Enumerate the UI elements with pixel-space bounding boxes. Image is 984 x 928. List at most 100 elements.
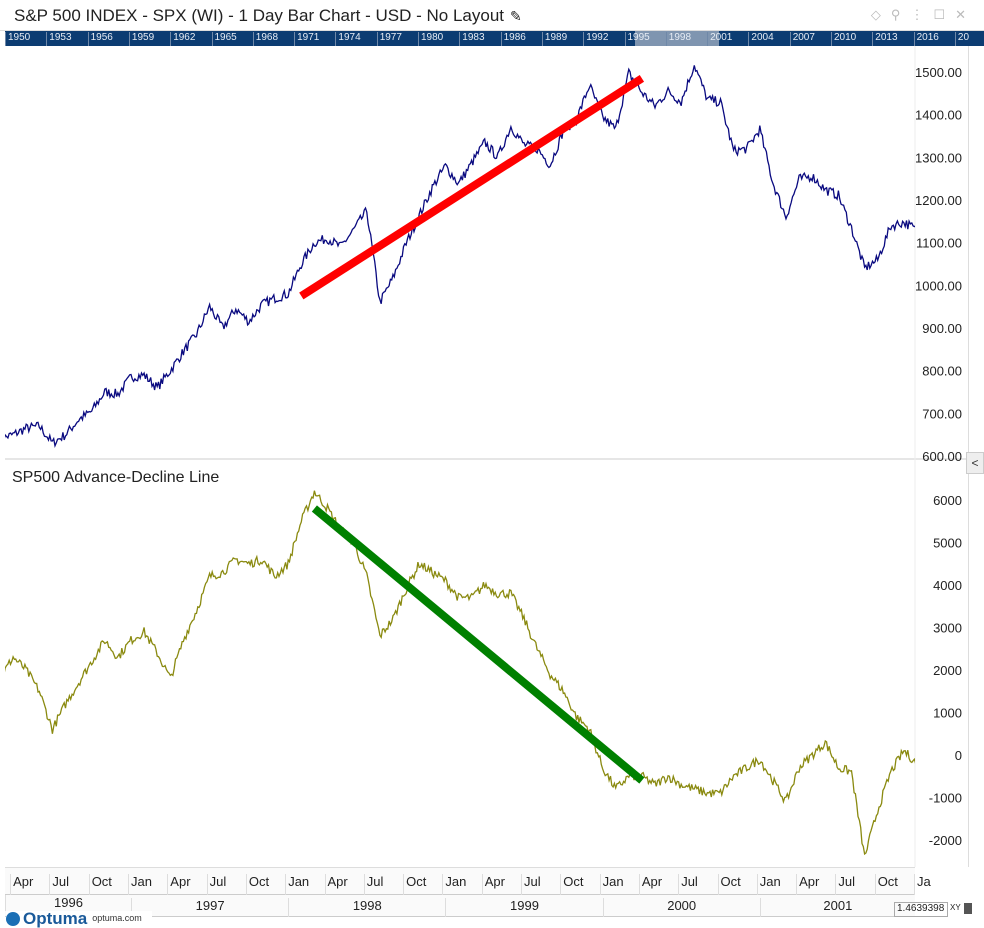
month-label: Apr [796, 874, 819, 896]
month-label: Jul [49, 874, 69, 896]
y-tick-label: 700.00 [922, 406, 962, 421]
month-label: Jan [756, 874, 781, 896]
chart-title: S&P 500 INDEX - SPX (WI) - 1 Day Bar Cha… [14, 6, 522, 26]
y-tick-label: 1200.00 [915, 193, 962, 208]
y-tick-label: 5000 [933, 536, 962, 551]
panel-1: 600.00 700.00 800.00 900.00 1000.00 1100.00 12… [0, 65, 962, 464]
y-tick-label: 1100.00 [916, 236, 962, 251]
month-label: Apr [638, 874, 662, 896]
timeline-year[interactable]: 1968 [252, 32, 278, 46]
timeline-year[interactable]: 2016 [913, 32, 939, 46]
year-label: 2001 [759, 898, 915, 917]
month-label: Apr [167, 874, 191, 896]
timeline-year[interactable]: 1986 [500, 32, 526, 46]
month-label: Ja [914, 874, 931, 896]
timeline-year[interactable]: 1989 [541, 32, 567, 46]
y-tick-label: 1300.00 [915, 150, 962, 165]
month-label: Oct [245, 874, 269, 896]
timeline-year[interactable]: 1962 [170, 32, 195, 46]
more-icon[interactable]: ⋮ [910, 7, 934, 22]
series-line[interactable] [0, 490, 929, 856]
y-tick-label: 0 [955, 748, 962, 763]
timeline-year[interactable]: 20 [954, 32, 969, 46]
pencil-icon[interactable]: ✎ [510, 8, 522, 24]
month-label: Jul [206, 874, 226, 896]
y-tick-label: -1000 [929, 791, 962, 806]
month-label: Jul [835, 874, 855, 896]
y-tick-label: 3000 [933, 621, 962, 636]
navigator-selection[interactable] [635, 31, 719, 46]
month-label: Jan [599, 874, 624, 896]
month-axis: Apr Jul Oct Jan Apr Jul Oct Jan Apr Jul Oct Jan Apr J… [5, 867, 931, 896]
logo-site: optuma.com [92, 913, 142, 923]
y-tick-label: 900.00 [922, 321, 962, 336]
timeline-year[interactable]: 1959 [128, 32, 154, 46]
timeline-year[interactable]: 1956 [87, 32, 113, 46]
y-tick-label: 6000 [933, 493, 962, 508]
collapse-button[interactable]: < [966, 452, 984, 474]
month-label: Jul [363, 874, 383, 896]
diamond-icon[interactable]: ◇ [870, 7, 891, 22]
lock-icon[interactable] [964, 903, 972, 914]
xy-toggle[interactable]: XY [950, 903, 961, 912]
year-label: 1998 [288, 898, 445, 917]
y-tick-label: 1000 [933, 706, 962, 721]
series-line[interactable] [0, 65, 929, 449]
month-label: Jul [678, 874, 698, 896]
month-label: Jan [442, 874, 466, 896]
y-tick-label: 4000 [933, 578, 962, 593]
timeline-year[interactable]: 1977 [376, 32, 402, 46]
month-label: Oct [560, 874, 584, 896]
panel-2: -2000 -1000 0 1000 2000 3000 4000 5000 6000 SP500… [0, 469, 962, 856]
logo-name: Optuma [23, 909, 88, 928]
timeline-year[interactable]: 1953 [46, 32, 72, 46]
month-label: Oct [717, 874, 741, 896]
timeline-year[interactable]: 2013 [872, 32, 898, 46]
y-tick-label: 800.00 [922, 364, 962, 379]
y-tick-label: 2000 [933, 663, 962, 678]
value-input[interactable]: 1.4639398 [894, 902, 948, 917]
trendline[interactable] [311, 505, 645, 784]
timeline-year[interactable]: 2007 [789, 32, 815, 46]
y-tick-label: 1000.00 [915, 278, 962, 293]
y-tick-label: 1500.00 [915, 65, 962, 80]
timeline-year[interactable]: 2010 [831, 32, 856, 46]
timeline-year[interactable]: 2001 [707, 32, 732, 46]
pin-icon[interactable]: ⚲ [890, 7, 911, 22]
month-label: Apr [481, 874, 505, 896]
optuma-logo: Optuma optuma.com [6, 909, 152, 928]
optuma-logo-icon [6, 911, 20, 926]
month-label: Oct [874, 874, 898, 896]
maximize-icon[interactable]: ☐ [933, 7, 956, 22]
month-label: Oct [403, 874, 426, 896]
chart-title-text: S&P 500 INDEX - SPX (WI) - 1 Day Bar Cha… [14, 6, 505, 25]
month-label: Apr [324, 874, 348, 896]
close-icon[interactable]: ✕ [955, 7, 976, 22]
timeline-year[interactable]: 1983 [459, 32, 485, 46]
timeline-navigator[interactable]: 1950 1953 1956 1959 1962 1965 1968 1971 1974 1977… [5, 31, 984, 46]
title-bar: S&P 500 INDEX - SPX (WI) - 1 Day Bar Cha… [0, 0, 984, 31]
y-tick-label: 600.00 [922, 449, 962, 464]
chart-area[interactable]: 600.00 700.00 800.00 900.00 1000.00 1100.00 12… [0, 46, 968, 867]
y-tick-label: -2000 [929, 833, 962, 848]
year-label: 2000 [602, 898, 760, 917]
timeline-year[interactable]: 2004 [748, 32, 774, 46]
panel-title: SP500 Advance-Decline Line [12, 469, 219, 486]
year-label: 1999 [445, 898, 602, 917]
window-buttons: ◇⚲⋮☐✕ [871, 7, 976, 23]
year-label: 1996 [5, 895, 131, 911]
year-axis: 1996 1997 1998 1999 2000 2001 [5, 895, 915, 917]
timeline-year[interactable]: 1965 [211, 32, 237, 46]
timeline-year[interactable]: 1950 [5, 32, 30, 46]
trendline[interactable] [299, 75, 645, 300]
timeline-year[interactable]: 1995 [624, 32, 650, 46]
timeline-year[interactable]: 1971 [294, 32, 319, 46]
month-label: Jan [128, 874, 152, 896]
timeline-year[interactable]: 1998 [665, 32, 691, 46]
timeline-year[interactable]: 1980 [418, 32, 443, 46]
month-label: Apr [10, 874, 33, 896]
month-label: Oct [88, 874, 112, 896]
timeline-year[interactable]: 1992 [583, 32, 608, 46]
timeline-year[interactable]: 1974 [335, 32, 361, 46]
y-tick-label: 1400.00 [915, 108, 962, 123]
